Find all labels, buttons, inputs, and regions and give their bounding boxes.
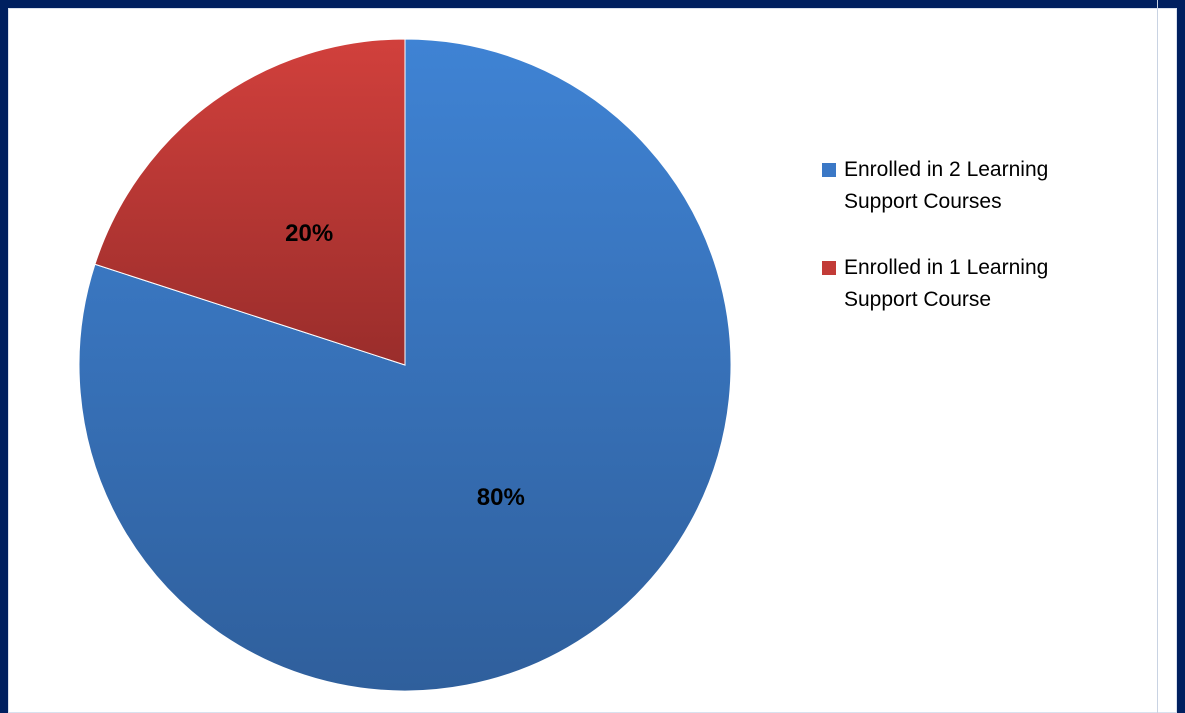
legend: Enrolled in 2 Learning Support Courses E…: [820, 154, 1120, 350]
legend-swatch-blue: [822, 163, 836, 177]
legend-item-one-course: Enrolled in 1 Learning Support Course: [820, 252, 1120, 316]
data-label-two-courses: 80%: [477, 484, 525, 511]
legend-swatch-red: [822, 261, 836, 275]
legend-label-line1: Enrolled in 1 Learning: [844, 256, 1049, 279]
pie-slice-one-course: [94, 38, 406, 366]
legend-label-line1: Enrolled in 2 Learning: [844, 158, 1049, 181]
legend-label-line2: Support Course: [844, 288, 992, 311]
legend-item-two-courses: Enrolled in 2 Learning Support Courses: [820, 154, 1120, 218]
legend-label-line2: Support Courses: [844, 190, 1002, 213]
frame-divider: [1157, 0, 1158, 713]
data-label-one-course: 20%: [285, 220, 333, 247]
